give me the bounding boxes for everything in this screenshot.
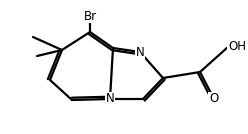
Text: N: N — [106, 92, 114, 105]
Text: OH: OH — [228, 40, 246, 53]
Text: Br: Br — [83, 10, 96, 23]
Text: O: O — [209, 92, 219, 105]
Text: N: N — [136, 46, 144, 59]
